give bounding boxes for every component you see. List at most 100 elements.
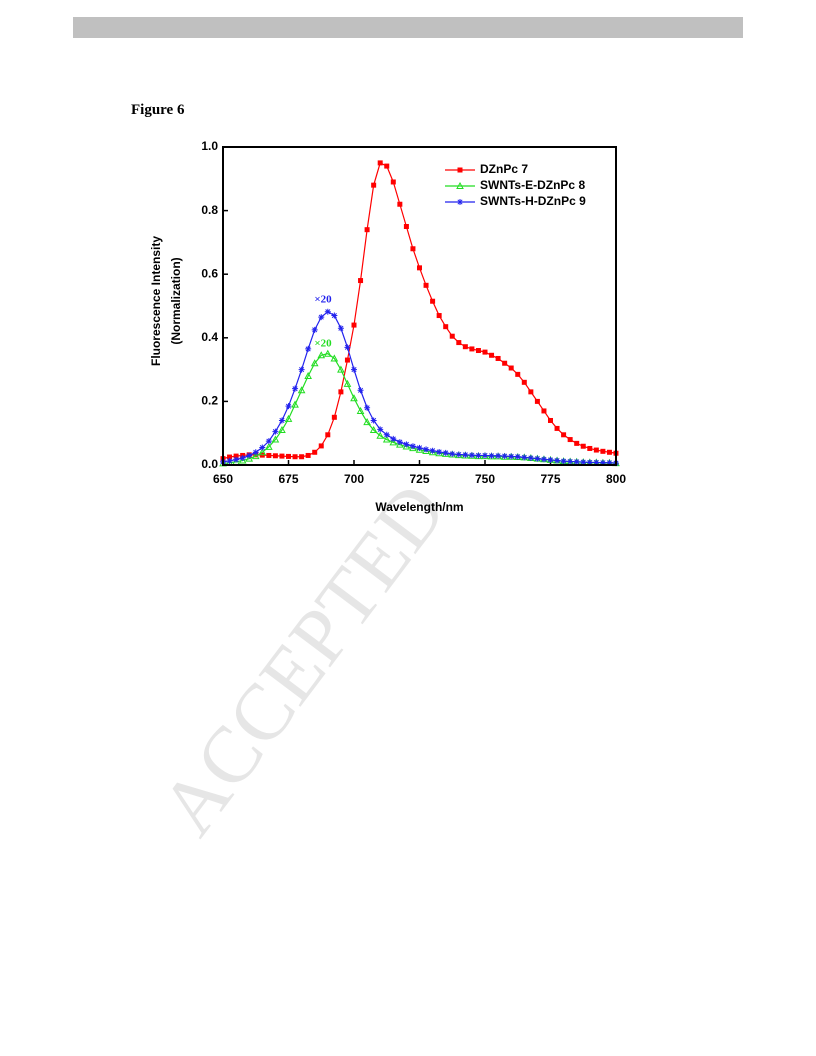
- marker: [363, 418, 371, 426]
- marker: [318, 314, 325, 321]
- marker: [338, 389, 344, 395]
- y-tick-label: 1.0: [201, 139, 218, 153]
- marker: [462, 344, 468, 350]
- marker: [449, 450, 456, 457]
- marker: [449, 333, 455, 339]
- marker: [310, 359, 319, 367]
- marker: [377, 426, 384, 433]
- marker: [278, 425, 286, 434]
- marker: [312, 449, 318, 455]
- marker: [521, 454, 528, 461]
- marker: [272, 428, 279, 435]
- marker: [305, 345, 312, 352]
- y-tick-label: 0.8: [201, 203, 218, 217]
- marker: [403, 441, 410, 448]
- marker: [278, 417, 285, 424]
- marker: [317, 351, 326, 359]
- marker: [501, 453, 508, 460]
- marker: [495, 452, 502, 459]
- marker: [567, 437, 573, 443]
- marker: [370, 417, 377, 424]
- marker: [271, 435, 280, 443]
- marker: [409, 443, 416, 450]
- marker: [443, 324, 449, 330]
- chart: 650 675 700 725 750 775 800 0.0 0.2 0.4 0.6 0.8 1.0 W…: [149, 139, 626, 514]
- marker: [292, 385, 299, 392]
- marker: [528, 389, 534, 395]
- marker: [357, 387, 364, 394]
- y-axis-label: (Normalization): [169, 257, 183, 344]
- marker: [573, 458, 580, 465]
- marker: [390, 179, 396, 185]
- marker: [251, 452, 260, 460]
- marker: [580, 459, 587, 466]
- marker: [279, 453, 285, 459]
- marker: [456, 181, 464, 189]
- x-tick-label: 750: [475, 472, 495, 486]
- marker: [396, 439, 403, 446]
- marker: [390, 435, 397, 442]
- marker: [515, 371, 521, 377]
- marker: [547, 456, 554, 463]
- marker: [227, 454, 233, 460]
- marker: [541, 408, 547, 414]
- marker: [324, 308, 331, 315]
- marker: [475, 452, 482, 459]
- x-tick-label: 650: [213, 472, 233, 486]
- marker: [593, 459, 600, 466]
- legend-label: DZnPc 7: [480, 162, 528, 176]
- marker: [265, 442, 273, 450]
- marker: [298, 366, 305, 373]
- marker: [330, 354, 339, 362]
- legend-label: SWNTs-H-DZnPc 9: [480, 194, 586, 208]
- marker: [502, 360, 508, 366]
- marker: [521, 379, 527, 385]
- marker: [252, 449, 259, 456]
- marker: [337, 365, 345, 373]
- marker: [397, 201, 403, 207]
- marker: [455, 451, 462, 458]
- marker: [416, 444, 423, 451]
- marker: [323, 349, 332, 357]
- marker: [410, 246, 416, 252]
- marker: [226, 457, 233, 464]
- marker: [291, 400, 299, 408]
- y-tick-label: 0.6: [201, 266, 218, 280]
- marker: [233, 453, 239, 459]
- y-tick-label: 0.0: [201, 457, 218, 471]
- marker: [561, 432, 567, 438]
- marker: [534, 398, 540, 404]
- marker: [364, 404, 371, 411]
- marker: [429, 447, 436, 454]
- y-tick-label: 0.4: [201, 330, 218, 344]
- marker: [299, 454, 305, 460]
- marker: [382, 435, 391, 443]
- marker: [331, 414, 337, 420]
- marker: [567, 458, 574, 465]
- marker: [351, 366, 357, 373]
- plot-frame: [222, 146, 617, 466]
- marker: [297, 386, 306, 394]
- marker: [376, 431, 385, 439]
- marker: [265, 438, 272, 445]
- marker: [337, 325, 344, 332]
- x-tick-label: 675: [278, 472, 298, 486]
- marker: [356, 406, 365, 414]
- marker: [245, 454, 254, 462]
- marker: [331, 312, 338, 319]
- marker: [508, 365, 514, 371]
- marker: [286, 453, 291, 459]
- marker: [489, 352, 495, 358]
- marker: [482, 349, 488, 355]
- marker: [284, 414, 293, 422]
- marker: [423, 446, 430, 453]
- marker: [377, 160, 383, 166]
- marker: [344, 344, 351, 351]
- marker: [258, 448, 267, 456]
- marker: [468, 452, 475, 459]
- marker: [239, 455, 246, 462]
- marker: [318, 443, 324, 449]
- marker: [272, 453, 278, 459]
- header-bar: [73, 17, 743, 38]
